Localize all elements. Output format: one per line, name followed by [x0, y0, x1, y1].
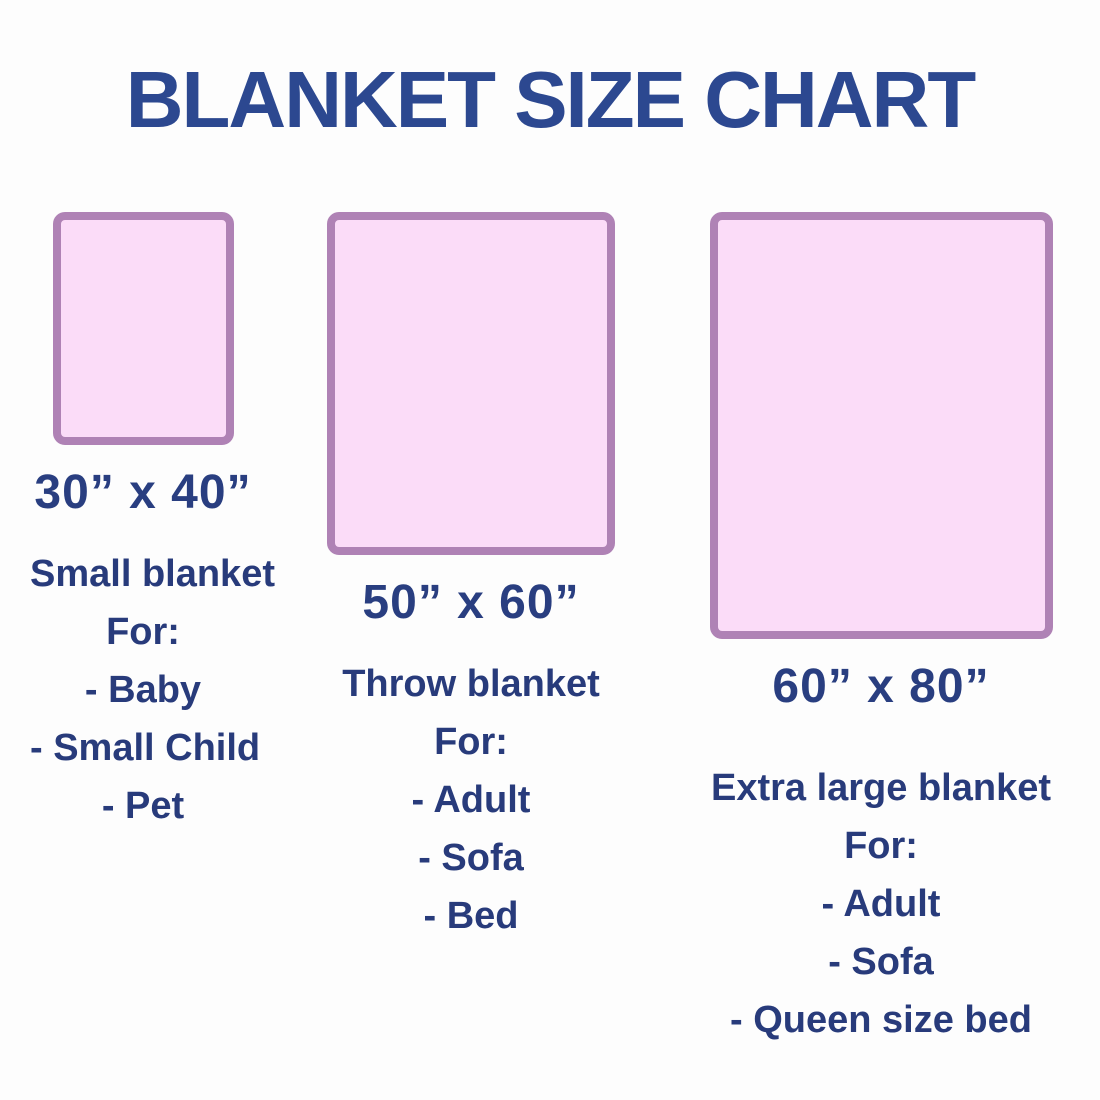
page-title: BLANKET SIZE CHART [125, 55, 976, 144]
for-label: For: [106, 611, 180, 653]
use-item: - Queen size bed [730, 999, 1032, 1041]
blanket-column-extra-large: 60” x 80” Extra large blanket For: - Adu… [706, 212, 1056, 1049]
blanket-name: Throw blanket [342, 663, 600, 705]
use-item: - Pet [101, 785, 185, 827]
blanket-rect-throw [327, 212, 615, 555]
blanket-column-small: 30” x 40” Small blanket For: - Baby - Sm… [30, 212, 275, 835]
blanket-column-throw: 50” x 60” Throw blanket For: - Adult - S… [324, 212, 618, 945]
blanket-desc-extra-large: Extra large blanket For: - Adult - Sofa … [706, 759, 1056, 1049]
blanket-name: Small blanket [30, 553, 275, 595]
use-item: - Small Child [30, 727, 261, 769]
use-item: - Baby [84, 669, 202, 711]
use-item: - Bed [423, 895, 519, 937]
blanket-desc-small: Small blanket For: - Baby - Small Child … [30, 545, 275, 835]
use-item: - Sofa [418, 837, 524, 879]
blanket-rect-extra-large [709, 212, 1053, 639]
use-item: - Adult [821, 883, 941, 925]
size-label-small: 30” x 40” [34, 466, 252, 519]
blanket-rect-small [52, 212, 234, 445]
blanket-name: Extra large blanket [710, 767, 1052, 809]
for-label: For: [434, 721, 508, 763]
size-label-extra-large: 60” x 80” [772, 660, 990, 713]
size-label-throw: 50” x 60” [362, 576, 580, 629]
for-label: For: [844, 825, 918, 867]
use-item: - Adult [411, 779, 531, 821]
use-item: - Sofa [828, 941, 934, 983]
blanket-desc-throw: Throw blanket For: - Adult - Sofa - Bed [324, 655, 618, 945]
